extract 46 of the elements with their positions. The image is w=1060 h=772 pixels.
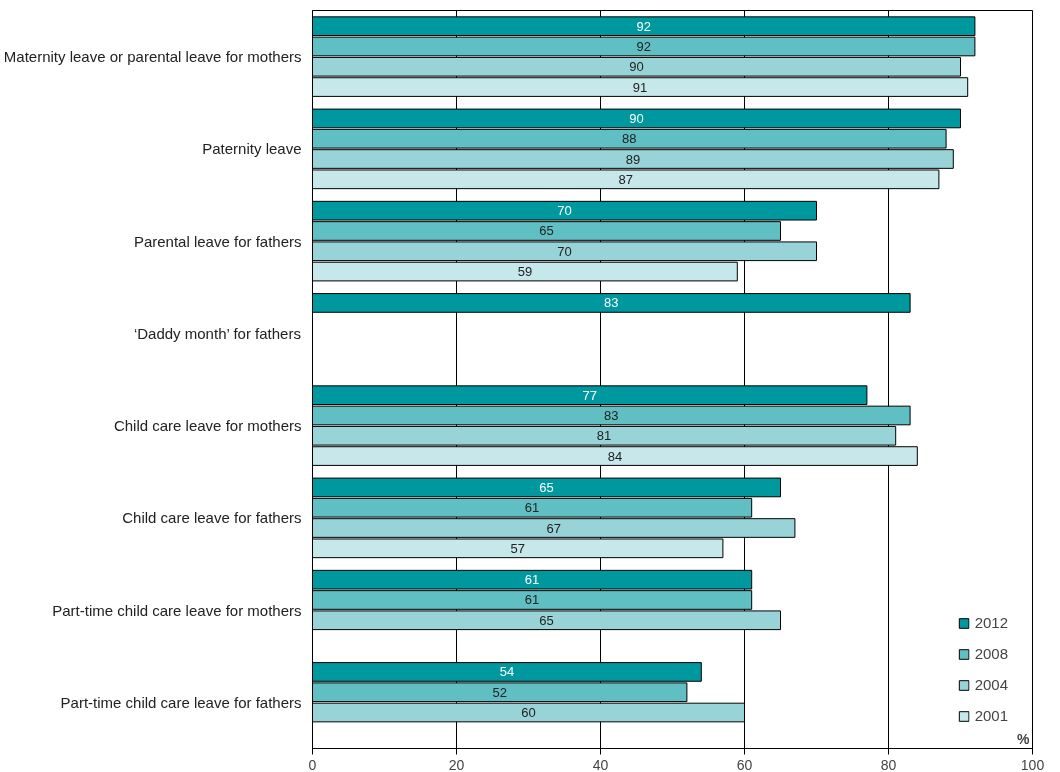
data-label: 57 bbox=[510, 540, 525, 556]
y-tick-label: Maternity leave or parental leave for mothers bbox=[3, 48, 302, 66]
x-tick-label: 20 bbox=[448, 756, 465, 772]
legend-label: 2001 bbox=[974, 707, 1008, 724]
data-label: 84 bbox=[607, 448, 623, 464]
data-label: 90 bbox=[629, 59, 644, 75]
x-tick-label: 0 bbox=[308, 756, 317, 772]
data-label: 54 bbox=[499, 664, 515, 680]
data-label: 59 bbox=[517, 264, 533, 280]
y-tick-label: Part-time child care leave for fathers bbox=[60, 693, 302, 711]
data-label: 87 bbox=[618, 171, 633, 187]
data-label: 83 bbox=[604, 407, 619, 423]
y-tick-label: Parental leave for fathers bbox=[133, 232, 302, 250]
data-label: 92 bbox=[636, 18, 651, 34]
data-label: 65 bbox=[539, 612, 554, 628]
data-label: 70 bbox=[557, 243, 572, 259]
y-tick-label: Child care leave for fathers bbox=[122, 509, 302, 527]
legend-label: 2008 bbox=[974, 645, 1008, 662]
data-label: 91 bbox=[632, 79, 648, 95]
data-label: 52 bbox=[492, 684, 507, 700]
data-label: 77 bbox=[582, 387, 597, 403]
data-label: 60 bbox=[521, 705, 536, 721]
data-label: 89 bbox=[625, 151, 641, 167]
legend-label: 2012 bbox=[974, 614, 1008, 631]
data-label: 83 bbox=[604, 295, 619, 311]
data-label: 90 bbox=[629, 110, 644, 126]
data-label: 61 bbox=[524, 500, 540, 516]
data-label: 92 bbox=[636, 38, 651, 54]
y-tick-label: ‘Daddy month’ for fathers bbox=[133, 324, 301, 342]
x-tick-label: 80 bbox=[880, 756, 897, 772]
x-tick-label: 40 bbox=[592, 756, 609, 772]
y-tick-label: Paternity leave bbox=[202, 140, 302, 158]
data-label: 61 bbox=[524, 592, 540, 608]
data-label: 70 bbox=[557, 203, 572, 219]
data-label: 65 bbox=[539, 479, 554, 495]
y-tick-label: Child care leave for mothers bbox=[113, 417, 302, 435]
data-label: 61 bbox=[524, 572, 540, 588]
data-label: 65 bbox=[539, 223, 554, 239]
y-tick-label: Part-time child care leave for mothers bbox=[52, 601, 302, 619]
x-tick-label: 60 bbox=[736, 756, 753, 772]
data-label: 88 bbox=[622, 131, 637, 147]
x-axis-title: % bbox=[1017, 730, 1031, 747]
legend-label: 2004 bbox=[974, 676, 1008, 693]
x-tick-label: 100 bbox=[1020, 756, 1045, 772]
data-label: 67 bbox=[546, 520, 561, 536]
data-label: 81 bbox=[596, 428, 612, 444]
